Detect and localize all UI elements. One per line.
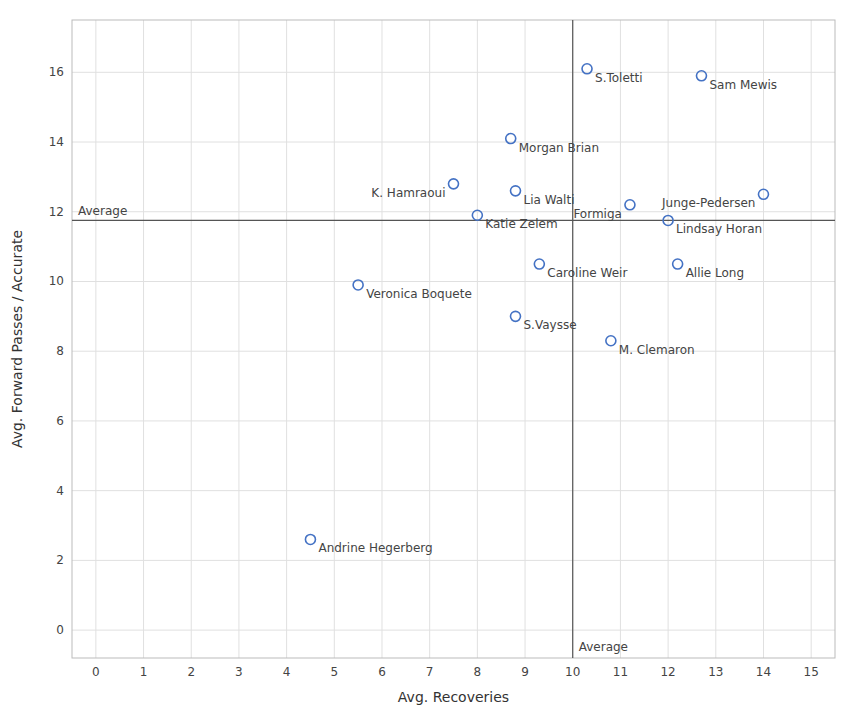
y-tick-label: 6 [56,414,64,428]
point [353,280,363,290]
point [758,189,768,199]
labels: Average Average S.Toletti Sam Mewis Morgan B… [78,71,777,654]
point-label: Caroline Weir [547,266,627,280]
point-label: M. Clemaron [619,343,695,357]
point-label: Lia Walti [523,193,574,207]
point [606,336,616,346]
plot-frame [72,20,835,658]
y-axis-label: Avg. Forward Passes / Accurate [9,230,25,448]
y-grid-line [72,142,835,143]
point [696,71,706,81]
average-label: Average [579,640,628,654]
x-grid-line [572,20,573,658]
y-grid-line [72,490,835,491]
point-label: Allie Long [686,266,744,280]
x-grid-line [191,20,192,658]
x-axis-label: Avg. Recoveries [398,689,509,705]
point [663,215,673,225]
ticks: 01234567891011121314150246810121416 [49,65,819,679]
x-grid-line [715,20,716,658]
x-tick-label: 9 [521,665,529,679]
x-tick-label: 3 [235,665,243,679]
point [305,534,315,544]
x-tick-label: 11 [613,665,628,679]
y-grid-line [72,351,835,352]
y-tick-label: 14 [49,135,64,149]
x-tick-label: 8 [474,665,482,679]
x-tick-label: 1 [140,665,148,679]
x-tick-label: 15 [804,665,819,679]
average-line-y [72,220,835,221]
point [582,64,592,74]
point-label: Katie Zelem [485,217,557,231]
x-tick-label: 2 [187,665,195,679]
y-tick-label: 2 [56,553,64,567]
x-tick-label: 0 [92,665,100,679]
average-line-x [572,20,573,658]
point-label: S.Vaysse [523,318,576,332]
y-grid-line [72,281,835,282]
x-tick-label: 12 [660,665,675,679]
x-tick-label: 6 [378,665,386,679]
x-tick-label: 14 [756,665,771,679]
y-tick-label: 16 [49,65,64,79]
x-grid-line [668,20,669,658]
point [510,186,520,196]
y-tick-label: 0 [56,623,64,637]
x-grid-line [334,20,335,658]
y-grid-line [72,72,835,73]
x-grid-line [763,20,764,658]
grid [72,20,835,658]
x-tick-label: 5 [330,665,338,679]
y-tick-label: 8 [56,344,64,358]
y-grid-line [72,211,835,212]
chart: 01234567891011121314150246810121416Avg. … [0,0,857,720]
point-label: Sam Mewis [709,78,777,92]
y-tick-label: 10 [49,274,64,288]
x-grid-line [429,20,430,658]
y-tick-label: 4 [56,484,64,498]
y-grid-line [72,560,835,561]
x-tick-label: 4 [283,665,291,679]
point [506,134,516,144]
plot-area [72,20,835,658]
point-label: K. Hamraoui [371,186,445,200]
x-grid-line [95,20,96,658]
x-grid-line [286,20,287,658]
y-tick-label: 12 [49,205,64,219]
x-grid-line [477,20,478,658]
point-label: S.Toletti [595,71,643,85]
x-grid-line [381,20,382,658]
x-tick-label: 10 [565,665,580,679]
x-grid-line [620,20,621,658]
point-label: Junge-Pedersen [661,196,755,210]
point [510,311,520,321]
x-grid-line [143,20,144,658]
point-label: Veronica Boquete [366,287,472,301]
x-tick-label: 7 [426,665,434,679]
point-label: Lindsay Horan [676,222,762,236]
point-label: Morgan Brian [519,141,599,155]
x-grid-line [811,20,812,658]
x-tick-label: 13 [708,665,723,679]
y-grid-line [72,420,835,421]
point [472,210,482,220]
point [449,179,459,189]
x-grid-line [525,20,526,658]
point-label: Andrine Hegerberg [318,541,432,555]
point [534,259,544,269]
x-grid-line [238,20,239,658]
point-label: Formiga [573,207,622,221]
point [673,259,683,269]
point [625,200,635,210]
average-label: Average [78,204,127,218]
y-grid-line [72,630,835,631]
